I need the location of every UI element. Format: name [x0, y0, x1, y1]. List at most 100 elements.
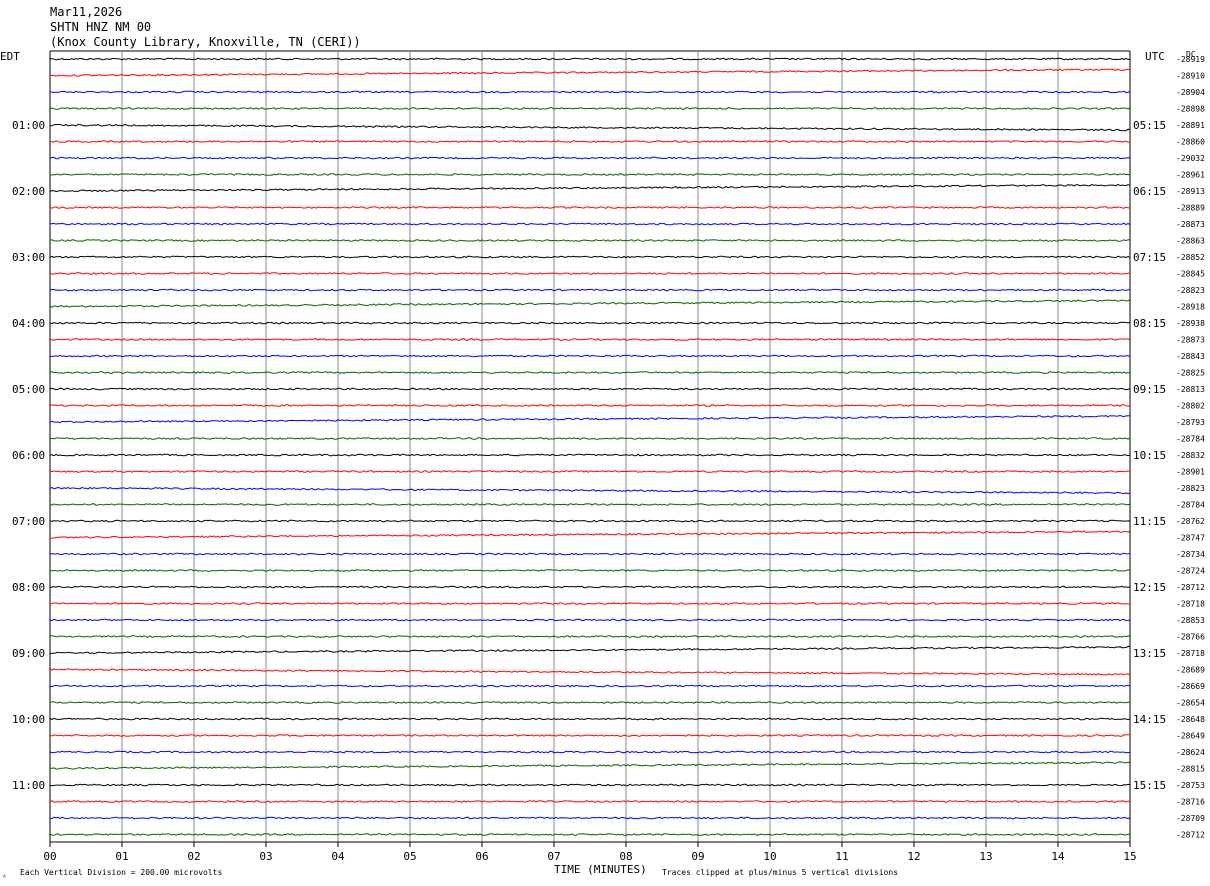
trace-12: [49, 239, 1131, 242]
dc-offset: -28815: [1176, 765, 1205, 774]
x-tick-label: 15: [1123, 850, 1136, 863]
trace-46: [49, 800, 1131, 803]
dc-offset: -28825: [1176, 369, 1205, 378]
trace-47: [49, 816, 1131, 820]
trace-15: [49, 288, 1131, 292]
trace-29: [49, 519, 1131, 523]
trace-35: [49, 618, 1131, 622]
trace-8: [49, 173, 1131, 176]
right-hour-label: 08:15: [1133, 317, 1166, 330]
right-hour-label: 14:15: [1133, 713, 1166, 726]
dc-offset: -28784: [1176, 435, 1205, 444]
x-tick-label: 04: [331, 850, 345, 863]
trace-4: [49, 107, 1131, 110]
dc-offset: -28891: [1176, 121, 1205, 130]
dc-offset: -28823: [1176, 484, 1205, 493]
x-tick-label: 07: [547, 850, 560, 863]
trace-11: [50, 222, 1131, 226]
x-axis-label: TIME (MINUTES): [554, 863, 647, 876]
clip-note: Traces clipped at plus/minus 5 vertical …: [662, 868, 898, 877]
trace-36: [49, 635, 1131, 638]
dc-offset: -28762: [1176, 517, 1205, 526]
left-hour-label: 03:00: [12, 251, 45, 264]
right-hour-labels: 05:15 06:15 07:15 08:15 09:15 10:15 11:15 12:15…: [1133, 119, 1166, 792]
header-location: (Knox County Library, Knoxville, TN (CER…: [50, 35, 361, 49]
dc-offset: -28904: [1176, 88, 1205, 97]
x-tick-label: 05: [403, 850, 416, 863]
left-hour-label: 11:00: [12, 779, 45, 792]
trace-40: [49, 701, 1130, 704]
trace-19: [49, 354, 1131, 358]
x-tick-label: 10: [763, 850, 776, 863]
trace-34: [49, 602, 1131, 605]
left-hour-label: 09:00: [12, 647, 45, 660]
dc-offset: -28766: [1176, 633, 1205, 642]
left-hour-label: 06:00: [12, 449, 45, 462]
trace-31: [49, 552, 1131, 556]
dc-offset: -28648: [1176, 715, 1205, 724]
trace-10: [49, 206, 1130, 209]
trace-43: [49, 750, 1131, 754]
header-station: SHTN HNZ NM 00: [50, 20, 152, 34]
left-hour-label: 08:00: [12, 581, 45, 594]
trace-38: [49, 668, 1131, 676]
dc-offset: -28669: [1176, 682, 1205, 691]
right-hour-label: 11:15: [1133, 515, 1166, 528]
trace-33: [49, 585, 1131, 589]
x-tick-label: 09: [691, 850, 704, 863]
trace-1: [49, 57, 1131, 61]
left-timezone-label: EDT: [0, 50, 20, 63]
trace-17: [49, 321, 1131, 325]
dc-offset: -28716: [1176, 798, 1205, 807]
dc-offset: -28873: [1176, 220, 1205, 229]
dc-header-label: DC: [1186, 50, 1196, 59]
dc-offset: -28793: [1176, 418, 1205, 427]
trace-13: [49, 255, 1131, 259]
dc-offset: -29032: [1176, 154, 1205, 163]
right-hour-label: 13:15: [1133, 647, 1166, 660]
dc-offset: -28845: [1176, 270, 1205, 279]
dc-offset: -28901: [1176, 468, 1205, 477]
dc-offset: -28654: [1176, 699, 1205, 708]
dc-offset: -28919: [1176, 55, 1205, 64]
trace-20: [49, 371, 1131, 374]
dc-offset: -28718: [1176, 600, 1205, 609]
trace-14: [49, 272, 1131, 275]
header-date: Mar11,2026: [50, 5, 123, 19]
trace-27: [49, 486, 1131, 495]
right-hour-label: 09:15: [1133, 383, 1166, 396]
dc-offset: -28784: [1176, 501, 1205, 510]
x-tick-label: 06: [475, 850, 488, 863]
trace-2: [49, 68, 1131, 77]
x-tick-label: 08: [619, 850, 632, 863]
dc-offset: -28913: [1176, 187, 1205, 196]
dc-offset: -28718: [1176, 649, 1205, 658]
right-hour-label: 06:15: [1133, 185, 1166, 198]
dc-offset: -28823: [1176, 286, 1205, 295]
trace-18: [49, 338, 1131, 341]
scale-note: Each Vertical Division = 200.00 microvol…: [20, 868, 222, 877]
right-hour-label: 05:15: [1133, 119, 1166, 132]
trace-16: [49, 299, 1131, 308]
trace-7: [49, 156, 1131, 160]
trace-42: [49, 734, 1130, 737]
trace-5: [49, 123, 1131, 132]
x-tick-label: 01: [115, 850, 128, 863]
trace-28: [49, 503, 1131, 506]
left-hour-labels: 01:00 02:00 03:00 04:00 05:00 06:00 07:00 08:00…: [12, 119, 45, 792]
x-tick-label: 13: [979, 850, 992, 863]
trace-24: [49, 437, 1131, 440]
dc-offset-labels: -28919 -28910 -28904 -28898 -28891 -28860 -290…: [1176, 55, 1205, 840]
dc-offset: -28813: [1176, 385, 1205, 394]
x-tick-label: 12: [907, 850, 920, 863]
trace-21: [49, 387, 1131, 391]
time-gridlines: [49, 50, 1131, 843]
dc-offset: -28843: [1176, 352, 1205, 361]
corner-mark: ᴬ: [2, 873, 7, 882]
dc-offset: -28938: [1176, 319, 1205, 328]
dc-offset: -28918: [1176, 303, 1205, 312]
trace-30: [49, 530, 1131, 539]
left-hour-label: 02:00: [12, 185, 45, 198]
trace-41: [49, 717, 1131, 721]
